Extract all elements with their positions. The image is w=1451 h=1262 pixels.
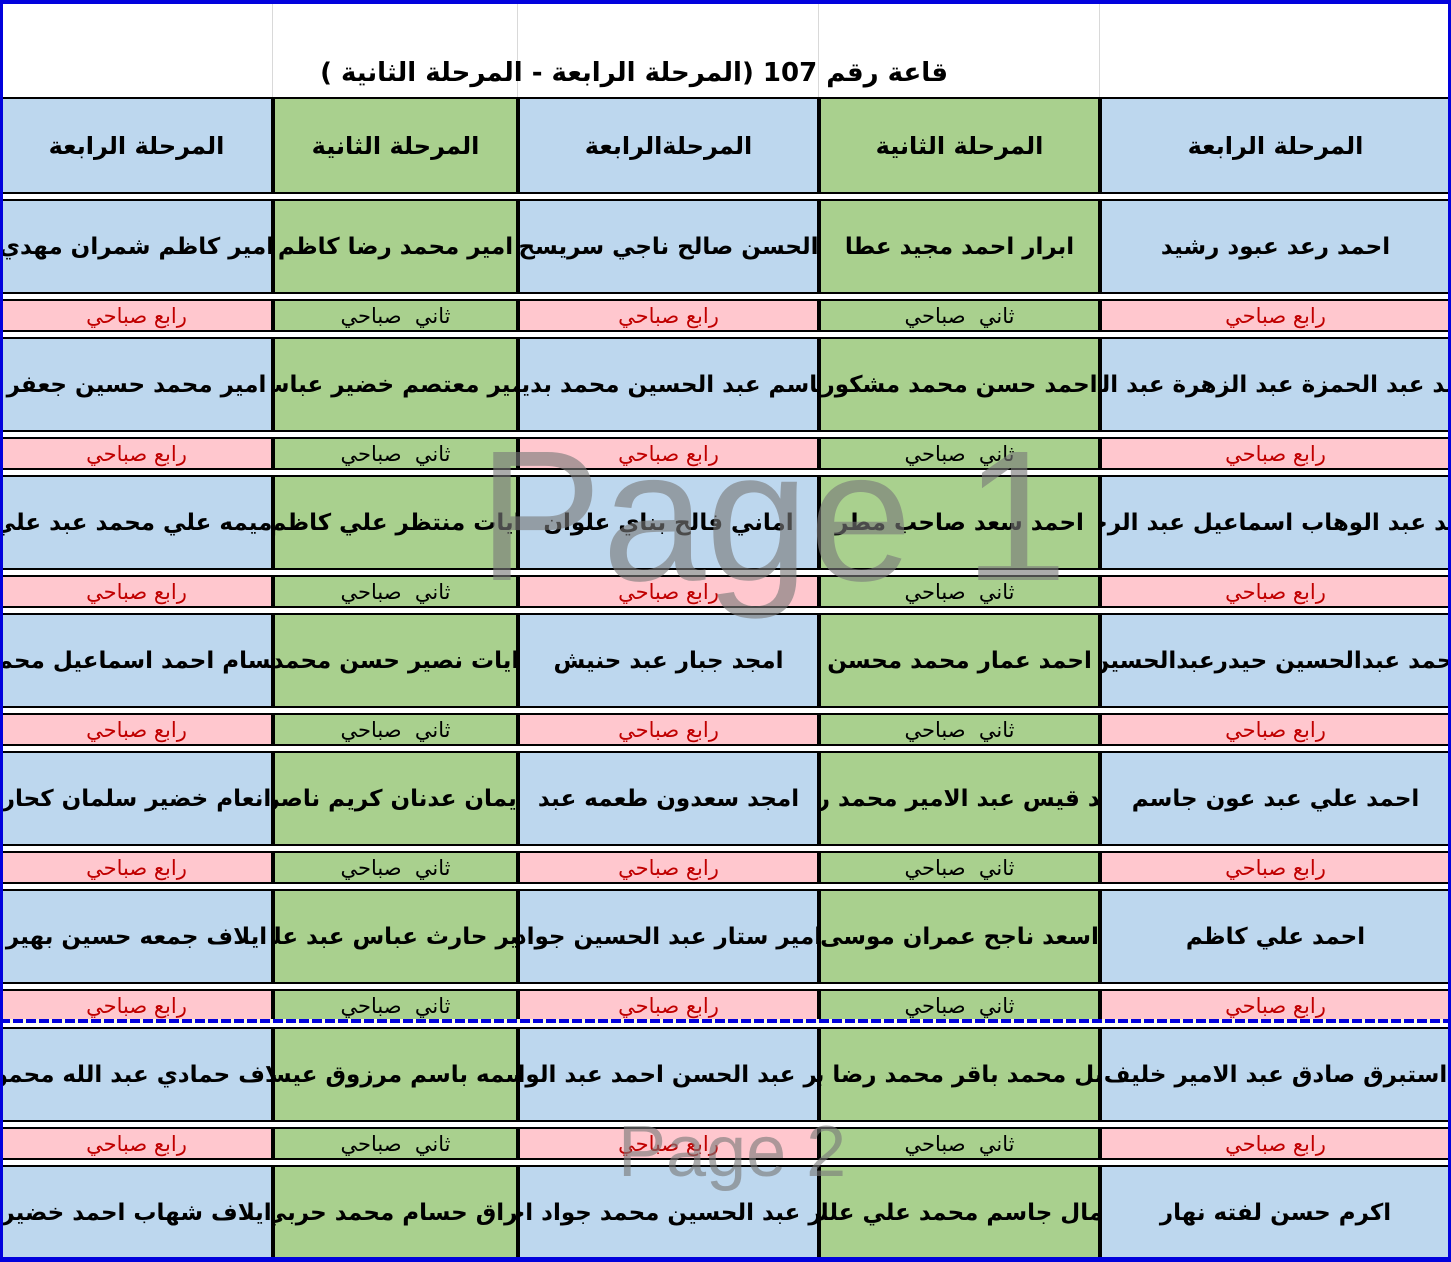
shift-label-cell[interactable]: رابع صباحي (1100, 851, 1451, 884)
student-name-cell[interactable]: ابرار احمد مجيد عطا (819, 199, 1100, 294)
student-name-cell[interactable]: باسمه باسم مرزوق عيسى (273, 1027, 518, 1122)
stage-header-cell[interactable]: المرحلة الرابعة (0, 97, 273, 194)
shift-label-cell[interactable]: رابع صباحي (1100, 713, 1451, 746)
student-name-cell[interactable]: يلاف حمادي عبد الله محمود (0, 1027, 273, 1122)
shift-label-cell[interactable]: رابع صباحي (1100, 299, 1451, 332)
student-name-cell[interactable]: اكرم حسن لفته نهار (1100, 1165, 1451, 1260)
page-boundary-line-bottom[interactable] (0, 1257, 1451, 1262)
shift-label-cell[interactable]: ثاني صباحي (273, 299, 518, 332)
student-name-cell[interactable]: امير عبد الحسن احمد عبد الواحد (518, 1027, 819, 1122)
student-name-cell[interactable]: ايات منتظر علي كاظم (273, 475, 518, 570)
shift-label-cell[interactable]: رابع صباحي (0, 575, 273, 608)
shift-label-cell[interactable]: رابع صباحي (518, 575, 819, 608)
column-gridline (272, 4, 273, 97)
shift-label-cell[interactable]: رابع صباحي (518, 437, 819, 470)
student-name-cell[interactable]: احمد عبد الحمزة عبد الزهرة عبد الزيد (1100, 337, 1451, 432)
student-name-cell[interactable]: احمد حسن محمد مشكور (819, 337, 1100, 432)
column-gridline (517, 4, 518, 97)
stage-header-cell[interactable]: المرحلة الثانية (273, 97, 518, 194)
page-boundary-line-left[interactable] (0, 0, 3, 1262)
shift-label-cell[interactable]: ثاني صباحي (819, 1127, 1100, 1160)
student-name-cell[interactable]: احمد سعد صاحب مطر (819, 475, 1100, 570)
student-name-cell[interactable]: احمد عبد الوهاب اسماعيل عبد الرحيم (1100, 475, 1451, 570)
page-break-dashed-line[interactable] (0, 1019, 1451, 1023)
shift-label-cell[interactable]: رابع صباحي (1100, 437, 1451, 470)
student-name-cell[interactable]: احمد علي كاظم (1100, 889, 1451, 984)
shift-label-cell[interactable]: رابع صباحي (0, 851, 273, 884)
shift-label-cell[interactable]: رابع صباحي (518, 1127, 819, 1160)
shift-label-cell[interactable]: ثاني صباحي (819, 575, 1100, 608)
student-name-cell[interactable]: انعام خضير سلمان كحار (0, 751, 273, 846)
student-name-cell[interactable]: امجد جبار عبد حنيش (518, 613, 819, 708)
student-name-cell[interactable]: مير عبد الحسين محمد جواد احم (518, 1165, 819, 1260)
stage-column-1: المرحلة الرابعة امير كاظم شمران مهدي رابع … (0, 97, 273, 1262)
stage-header-cell[interactable]: المرحلة الثانية (819, 97, 1100, 194)
shift-label-cell[interactable]: ثاني صباحي (273, 437, 518, 470)
student-name-cell[interactable]: الحسن صالح ناجي سريسح (518, 199, 819, 294)
shift-label-cell[interactable]: ثاني صباحي (819, 989, 1100, 1022)
stage-column-5: المرحلة الرابعة احمد رعد عبود رشيد رابع صب… (1100, 97, 1451, 1262)
shift-label-cell[interactable]: رابع صباحي (0, 299, 273, 332)
student-name-cell[interactable]: فضل محمد باقر محمد رضا باق (819, 1027, 1100, 1122)
shift-label-cell[interactable]: رابع صباحي (1100, 1127, 1451, 1160)
student-name-cell[interactable]: امير محمد رضا كاظم (273, 199, 518, 294)
student-name-cell[interactable]: اميمه علي محمد عبد علي (0, 475, 273, 570)
student-name-cell[interactable]: امير ستار عبد الحسين جواد (518, 889, 819, 984)
shift-label-cell[interactable]: ثاني صباحي (819, 851, 1100, 884)
student-name-cell[interactable]: احمد عبدالحسين حيدرعبدالحسين (1100, 613, 1451, 708)
shift-label-cell[interactable]: ثاني صباحي (819, 437, 1100, 470)
shift-label-cell[interactable]: ثاني صباحي (273, 989, 518, 1022)
stage-header-cell[interactable]: المرحلة الرابعة (1100, 97, 1451, 194)
shift-label-cell[interactable]: رابع صباحي (0, 989, 273, 1022)
seating-table: المرحلة الرابعة امير كاظم شمران مهدي رابع … (0, 97, 1451, 1262)
student-name-cell[interactable]: حمد قيس عبد الامير محمد رض (819, 751, 1100, 846)
student-name-cell[interactable]: احمد عمار محمد محسن (819, 613, 1100, 708)
column-gridline (1099, 4, 1100, 97)
student-name-cell[interactable]: امير محمد حسين جعفر (0, 337, 273, 432)
shift-label-cell[interactable]: ثاني صباحي (819, 713, 1100, 746)
shift-label-cell[interactable]: ثاني صباحي (273, 851, 518, 884)
student-name-cell[interactable]: ايلاف شهاب احمد خضير (0, 1165, 273, 1260)
shift-label-cell[interactable]: ثاني صباحي (273, 713, 518, 746)
student-name-cell[interactable]: استبرق صادق عبد الامير خليف (1100, 1027, 1451, 1122)
shift-label-cell[interactable]: رابع صباحي (518, 299, 819, 332)
column-gridline (818, 4, 819, 97)
shift-label-cell[interactable]: رابع صباحي (518, 713, 819, 746)
shift-label-cell[interactable]: رابع صباحي (1100, 575, 1451, 608)
stage-column-4: المرحلة الثانية ابرار احمد مجيد عطا ثاني ص… (819, 97, 1100, 1262)
shift-label-cell[interactable]: رابع صباحي (0, 1127, 273, 1160)
student-name-cell[interactable]: ايات نصير حسن محمد (273, 613, 518, 708)
hall-title-cell[interactable]: قاعة رقم 107 (المرحلة الرابعة - المرحلة … (320, 58, 948, 88)
student-name-cell[interactable]: امال جاسم محمد علي علك (819, 1165, 1100, 1260)
shift-label-cell[interactable]: ثاني صباحي (273, 1127, 518, 1160)
student-name-cell[interactable]: احمد رعد عبود رشيد (1100, 199, 1451, 294)
student-name-cell[interactable]: أمير حارث عباس عبد علي (273, 889, 518, 984)
student-name-cell[interactable]: القاسم عبد الحسين محمد بديري (518, 337, 819, 432)
student-name-cell[interactable]: انسام احمد اسماعيل محمد (0, 613, 273, 708)
shift-label-cell[interactable]: رابع صباحي (0, 713, 273, 746)
shift-label-cell[interactable]: رابع صباحي (518, 989, 819, 1022)
shift-label-cell[interactable]: ثاني صباحي (819, 299, 1100, 332)
page-boundary-line-top[interactable] (0, 0, 1451, 4)
shift-label-cell[interactable]: رابع صباحي (0, 437, 273, 470)
student-name-cell[interactable]: امير معتصم خضير عباس (273, 337, 518, 432)
shift-label-cell[interactable]: رابع صباحي (1100, 989, 1451, 1022)
shift-label-cell[interactable]: ثاني صباحي (273, 575, 518, 608)
student-name-cell[interactable]: ايمان عدنان كريم ناصر (273, 751, 518, 846)
student-name-cell[interactable]: امجد سعدون طعمه عبد (518, 751, 819, 846)
student-name-cell[interactable]: اماني فالح بناي علوان (518, 475, 819, 570)
student-name-cell[interactable]: احمد علي عبد عون جاسم (1100, 751, 1451, 846)
student-name-cell[interactable]: ايلاف جمعه حسين بهير (0, 889, 273, 984)
stage-column-2: المرحلة الثانية امير محمد رضا كاظم ثاني صب… (273, 97, 518, 1262)
student-name-cell[interactable]: براق حسام محمد حربي (273, 1165, 518, 1260)
student-name-cell[interactable]: امير كاظم شمران مهدي (0, 199, 273, 294)
stage-column-3: المرحلةالرابعة الحسن صالح ناجي سريسح رابع … (518, 97, 819, 1262)
page-boundary-line-right[interactable] (1448, 0, 1451, 1262)
shift-label-cell[interactable]: رابع صباحي (518, 851, 819, 884)
student-name-cell[interactable]: اسعد ناجح عمران موسى (819, 889, 1100, 984)
stage-header-cell[interactable]: المرحلةالرابعة (518, 97, 819, 194)
